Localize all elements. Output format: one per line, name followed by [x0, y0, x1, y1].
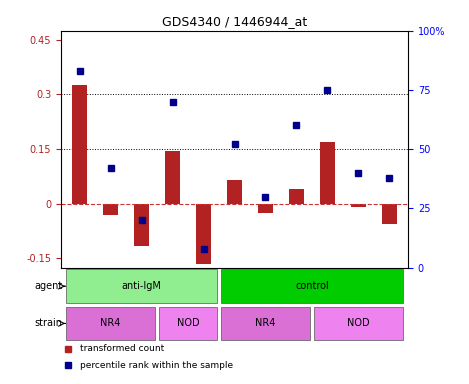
Bar — [66, 307, 156, 340]
Bar — [351, 204, 366, 207]
Text: strain: strain — [34, 318, 62, 328]
Text: percentile rank within the sample: percentile rank within the sample — [80, 361, 233, 370]
Bar — [220, 270, 403, 303]
Bar — [165, 151, 180, 204]
Text: agent: agent — [34, 281, 62, 291]
Bar — [227, 180, 242, 204]
Bar — [382, 204, 397, 224]
Bar — [72, 85, 87, 204]
Bar — [196, 204, 211, 264]
Bar — [159, 307, 218, 340]
Title: GDS4340 / 1446944_at: GDS4340 / 1446944_at — [162, 15, 307, 28]
Text: NOD: NOD — [177, 318, 199, 328]
Bar — [134, 204, 149, 246]
Bar — [313, 307, 403, 340]
Bar — [66, 270, 218, 303]
Text: transformed count: transformed count — [80, 344, 164, 353]
Text: NR4: NR4 — [255, 318, 276, 328]
Bar — [320, 142, 335, 204]
Bar — [103, 204, 118, 215]
Bar — [258, 204, 273, 213]
Bar — [289, 189, 304, 204]
Text: NR4: NR4 — [100, 318, 121, 328]
Text: anti-IgM: anti-IgM — [121, 281, 161, 291]
Text: NOD: NOD — [347, 318, 370, 328]
Bar — [220, 307, 310, 340]
Text: control: control — [295, 281, 329, 291]
